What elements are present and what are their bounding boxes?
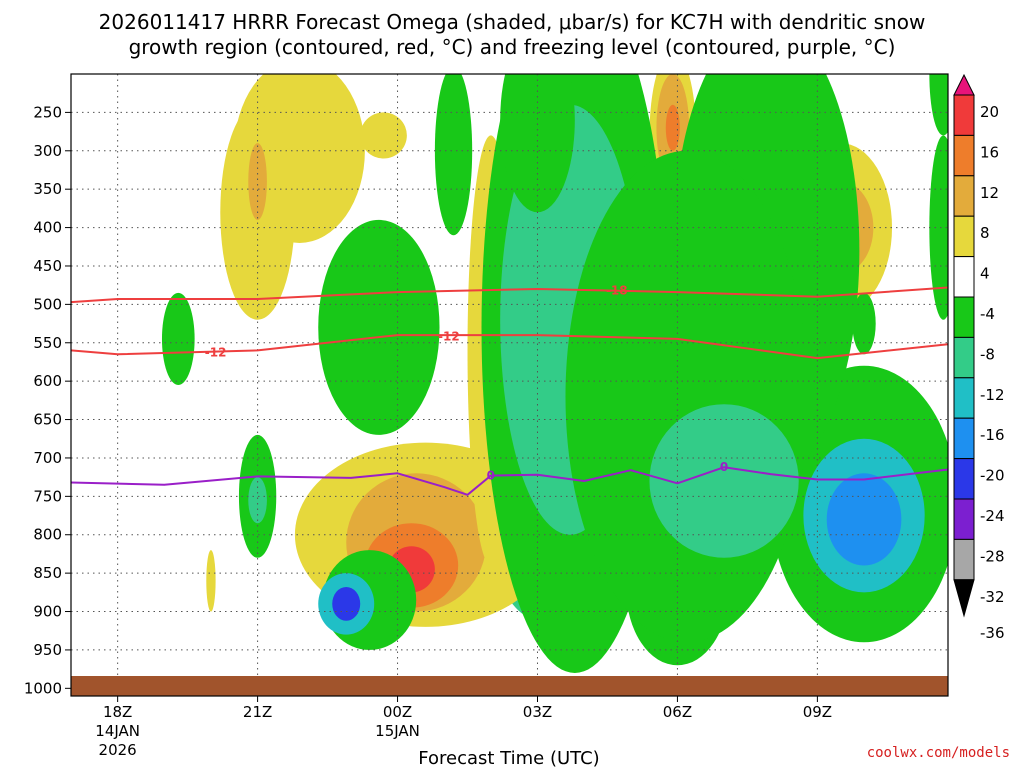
dgz-upper-contour [71, 286, 948, 304]
y-tick-label-8: 650 [33, 411, 62, 429]
omega-cell-sink-13 [434, 74, 473, 236]
colorbar-swatch-7 [953, 336, 975, 379]
colorbar-swatch-1 [953, 94, 975, 136]
colorbar-swatch-8 [953, 377, 975, 419]
freezing-level-label-1: 0 [487, 469, 495, 483]
dgz-lower-contour-label-2: -12 [438, 330, 460, 344]
omega-cell-sink-15 [318, 219, 440, 435]
colorbar-swatch-5 [953, 256, 975, 298]
chart-title-line2: growth region (contoured, red, °C) and f… [129, 35, 896, 59]
y-tick-label-2: 350 [33, 180, 62, 198]
colorbar-swatch-10 [953, 458, 975, 500]
x-tick-label-2: 00Z [383, 703, 412, 721]
dgz-upper-contour-label: -18 [606, 284, 628, 298]
omega-shading-layer [161, 74, 948, 673]
y-tick-label-10: 750 [33, 487, 62, 505]
x-axis-label: Forecast Time (UTC) [418, 748, 599, 768]
omega-cell-sink-17 [929, 135, 948, 320]
colorbar-label-7: -12 [980, 386, 1005, 404]
x-tick-year-0: 2026 [99, 741, 137, 759]
y-tick-label-14: 950 [33, 641, 62, 659]
omega-cell-rise-03 [248, 143, 267, 220]
colorbar-swatch-3 [953, 175, 975, 217]
omega-cell-sink-23 [565, 150, 809, 643]
colorbar-swatch-2 [953, 134, 975, 177]
y-tick-label-11: 800 [33, 526, 62, 544]
x-tick-label-5: 09Z [803, 703, 832, 721]
colorbar-label-6: -8 [980, 345, 995, 363]
source-credit: coolwx.com/models [867, 745, 1010, 761]
y-axis: 250 300 350 400 450 500 550 600 650 700 750 800 850 9… [24, 103, 71, 697]
y-tick-label-15: 1000 [24, 679, 62, 697]
x-tick-label-0: 18Z [103, 703, 132, 721]
colorbar-label-12: -32 [980, 588, 1005, 606]
colorbar-label-8: -16 [980, 426, 1005, 444]
omega-cell-sink-03 [332, 586, 361, 621]
omega-cell-rise-13 [665, 104, 680, 151]
y-tick-label-12: 850 [33, 564, 62, 582]
dgz-lower-contour-label-1: -12 [205, 346, 227, 360]
colorbar-label-13: -36 [980, 624, 1005, 642]
colorbar-label-10: -24 [980, 507, 1005, 525]
x-tick-label-4: 06Z [663, 703, 692, 721]
y-tick-label-4: 450 [33, 257, 62, 275]
x-tick-label-1: 21Z [243, 703, 272, 721]
freezing-level-contour [71, 466, 948, 496]
grid-layer [71, 74, 948, 696]
y-tick-label-9: 700 [33, 449, 62, 467]
chart-title-line1: 2026011417 HRRR Forecast Omega (shaded, … [99, 10, 926, 34]
colorbar-swatch-9 [953, 417, 975, 460]
y-tick-label-1: 300 [33, 142, 62, 160]
colorbar-swatch-11 [953, 498, 975, 540]
colorbar-label-3: 8 [980, 224, 990, 242]
colorbar-swatch-12 [953, 538, 975, 581]
colorbar-swatch-6 [953, 296, 975, 338]
y-tick-label-0: 250 [33, 103, 62, 121]
omega-cell-sink-24 [649, 404, 799, 558]
omega-cell-sink-08 [826, 473, 902, 566]
colorbar-top-arrow [953, 73, 975, 96]
y-tick-label-7: 600 [33, 372, 62, 390]
omega-cell-sink-22 [500, 74, 575, 213]
omega-cell-rise-04 [360, 112, 407, 159]
colorbar-label-9: -20 [980, 467, 1005, 485]
x-tick-date-0: 14JAN [95, 722, 140, 740]
y-tick-label-13: 900 [33, 603, 62, 621]
freezing-level-label-2: 0 [720, 460, 728, 474]
y-tick-label-5: 500 [33, 295, 62, 313]
colorbar-swatch-4 [953, 215, 975, 258]
x-tick-date-2: 15JAN [375, 722, 420, 740]
x-tick-label-3: 03Z [523, 703, 552, 721]
y-tick-label-3: 400 [33, 219, 62, 237]
dgz-lower-contour [71, 334, 948, 360]
omega-cell-sink-12 [248, 477, 267, 524]
colorbar-label-0: 20 [980, 103, 999, 121]
colorbar-bottom-arrow [953, 579, 975, 618]
y-tick-label-6: 550 [33, 334, 62, 352]
contour-layer: -18 -12 -12 0 0 [71, 284, 948, 496]
surface-terrain-bar [71, 676, 948, 696]
colorbar-label-2: 12 [980, 184, 999, 202]
colorbar-label-5: -4 [980, 305, 995, 323]
omega-cell-sink-14 [161, 292, 195, 385]
colorbar: 20 16 12 8 4 -4 -8 -12 -16 -20 -24 -28 -32 -36 [953, 73, 1005, 642]
colorbar-label-1: 16 [980, 143, 999, 161]
plot-frame [70, 73, 949, 697]
colorbar-label-11: -28 [980, 547, 1005, 565]
omega-cell-sink-18 [929, 74, 948, 136]
omega-cell-sink-16 [852, 292, 876, 355]
colorbar-label-4: 4 [980, 265, 990, 283]
omega-cell-rise-18 [206, 550, 216, 612]
